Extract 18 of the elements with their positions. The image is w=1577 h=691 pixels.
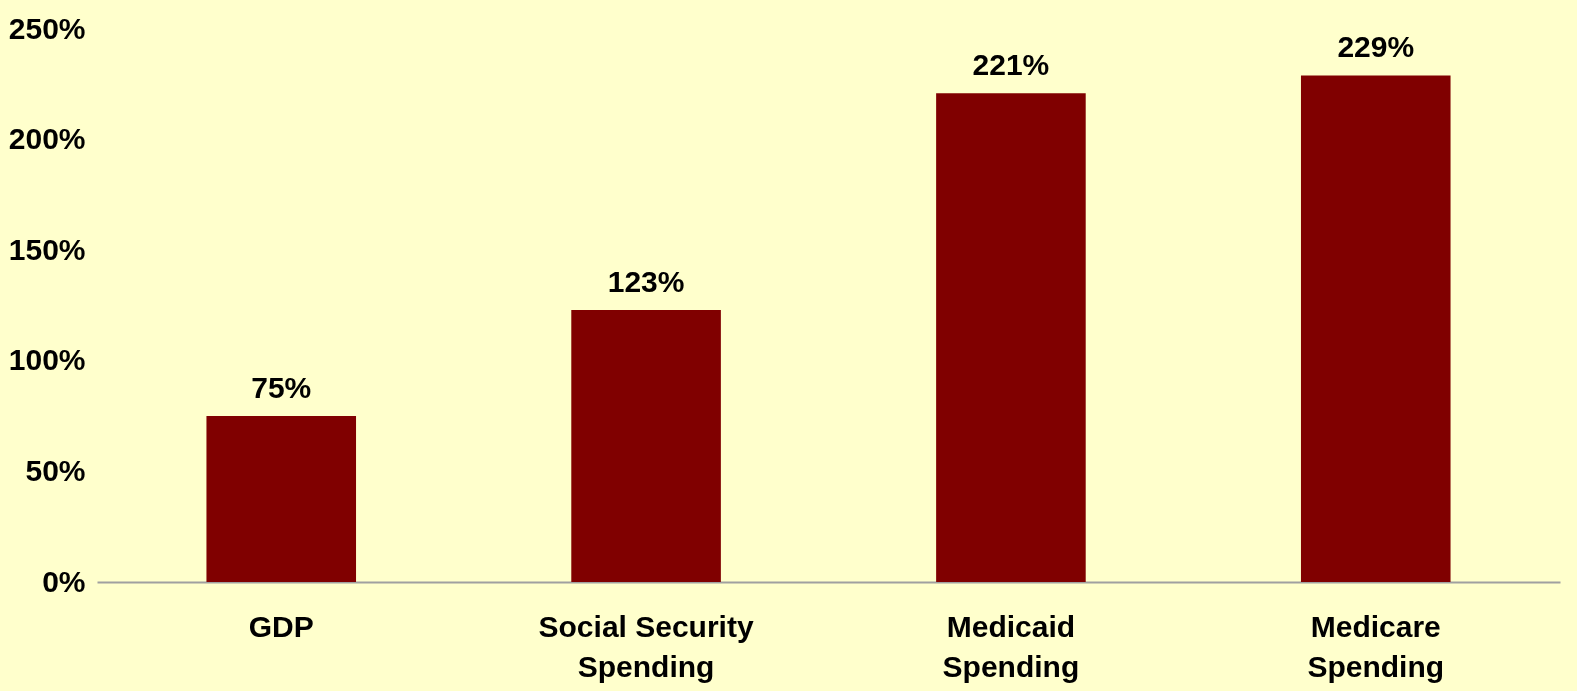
data-label: 229% bbox=[1337, 30, 1415, 64]
x-tick-label: Medicare Spending bbox=[1307, 609, 1445, 683]
y-tick-label: 250% bbox=[8, 11, 86, 45]
data-label: 221% bbox=[972, 48, 1050, 82]
x-tick-label: Social Security Spending bbox=[538, 609, 754, 683]
y-tick-label: 200% bbox=[8, 122, 86, 156]
data-label: 75% bbox=[251, 371, 312, 405]
y-tick-label: 150% bbox=[8, 232, 86, 266]
bar bbox=[206, 416, 357, 582]
y-tick-label: 50% bbox=[25, 453, 86, 487]
y-tick-label: 100% bbox=[8, 343, 86, 377]
bar bbox=[1300, 75, 1451, 582]
bar bbox=[936, 93, 1086, 582]
y-tick-label: 0% bbox=[42, 564, 86, 598]
data-label: 123% bbox=[607, 264, 685, 298]
x-tick-label: Medicaid Spending bbox=[942, 609, 1080, 683]
bar bbox=[571, 309, 721, 582]
x-tick-label: GDP bbox=[248, 609, 314, 643]
